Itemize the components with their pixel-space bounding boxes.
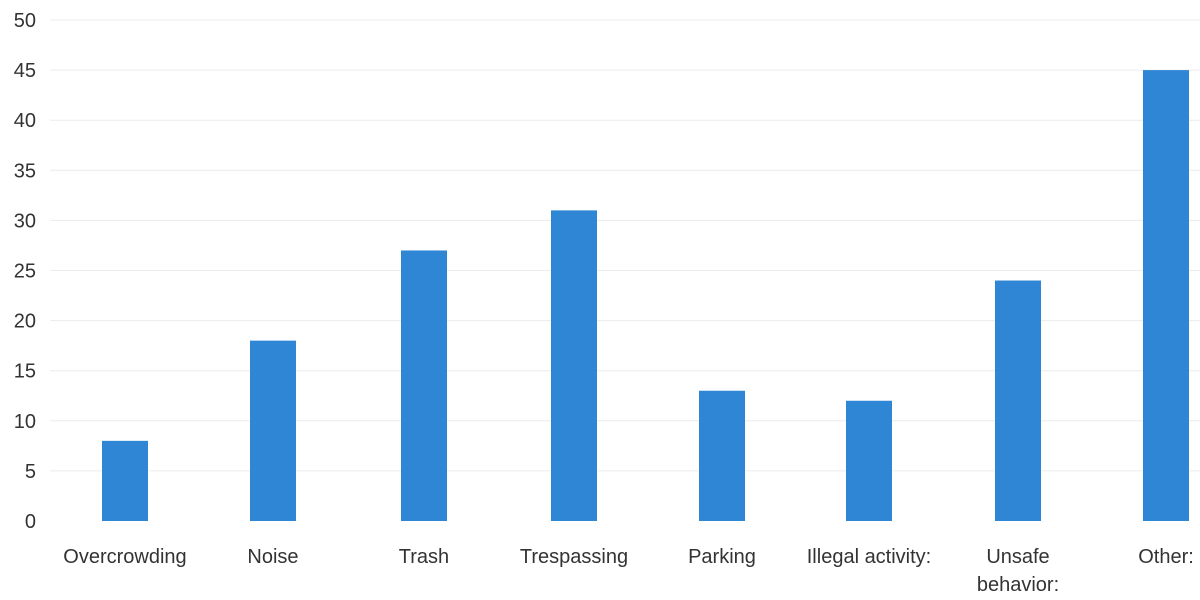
gridlines xyxy=(50,19,1200,472)
bar-other xyxy=(1143,70,1189,521)
y-tick-label: 15 xyxy=(14,361,36,383)
x-category-label-line: Trespassing xyxy=(520,546,628,568)
bar-noise xyxy=(250,340,296,521)
bars xyxy=(102,70,1189,521)
y-tick-label: 40 xyxy=(14,110,36,132)
y-tick-label: 35 xyxy=(14,160,36,182)
x-category-label: Illegal activity: xyxy=(807,546,932,568)
x-category-label-line: Parking xyxy=(688,546,756,568)
x-category-label: Trespassing xyxy=(520,546,628,568)
x-category-label-line: Other: xyxy=(1138,546,1194,568)
x-category-label: Trash xyxy=(399,546,449,568)
x-category-label-line: Unsafe xyxy=(986,546,1049,568)
bar-trash xyxy=(401,250,447,521)
y-axis-tick-labels: 0 5 10 15 20 25 30 35 40 45 50 xyxy=(14,10,36,533)
y-tick-label: 5 xyxy=(25,461,36,483)
x-category-label: Parking xyxy=(688,546,756,568)
y-tick-label: 50 xyxy=(14,10,36,32)
y-tick-label: 30 xyxy=(14,210,36,232)
bar-parking xyxy=(699,390,745,521)
x-category-label: Overcrowding xyxy=(63,546,186,568)
y-tick-label: 45 xyxy=(14,60,36,82)
y-tick-label: 20 xyxy=(14,311,36,333)
x-category-label-line: behavior: xyxy=(977,574,1059,596)
x-category-label-line: Noise xyxy=(247,546,298,568)
bar-unsafe-behavior xyxy=(995,280,1041,521)
x-category-label-line: Overcrowding xyxy=(63,546,186,568)
bar-overcrowding xyxy=(102,440,148,521)
x-category-label-line: Trash xyxy=(399,546,449,568)
y-tick-label: 10 xyxy=(14,411,36,433)
x-category-label-line: Illegal activity: xyxy=(807,546,932,568)
x-category-label: Unsafe behavior: xyxy=(977,546,1059,596)
bar-illegal-activity xyxy=(846,400,892,521)
y-tick-label: 25 xyxy=(14,261,36,283)
x-category-label: Noise xyxy=(247,546,298,568)
bar-trespassing xyxy=(551,210,597,521)
x-category-label: Other: xyxy=(1138,546,1194,568)
y-tick-label: 0 xyxy=(25,511,36,533)
x-axis-category-labels: Overcrowding Noise Trash Trespassing Parking… xyxy=(63,546,1193,596)
